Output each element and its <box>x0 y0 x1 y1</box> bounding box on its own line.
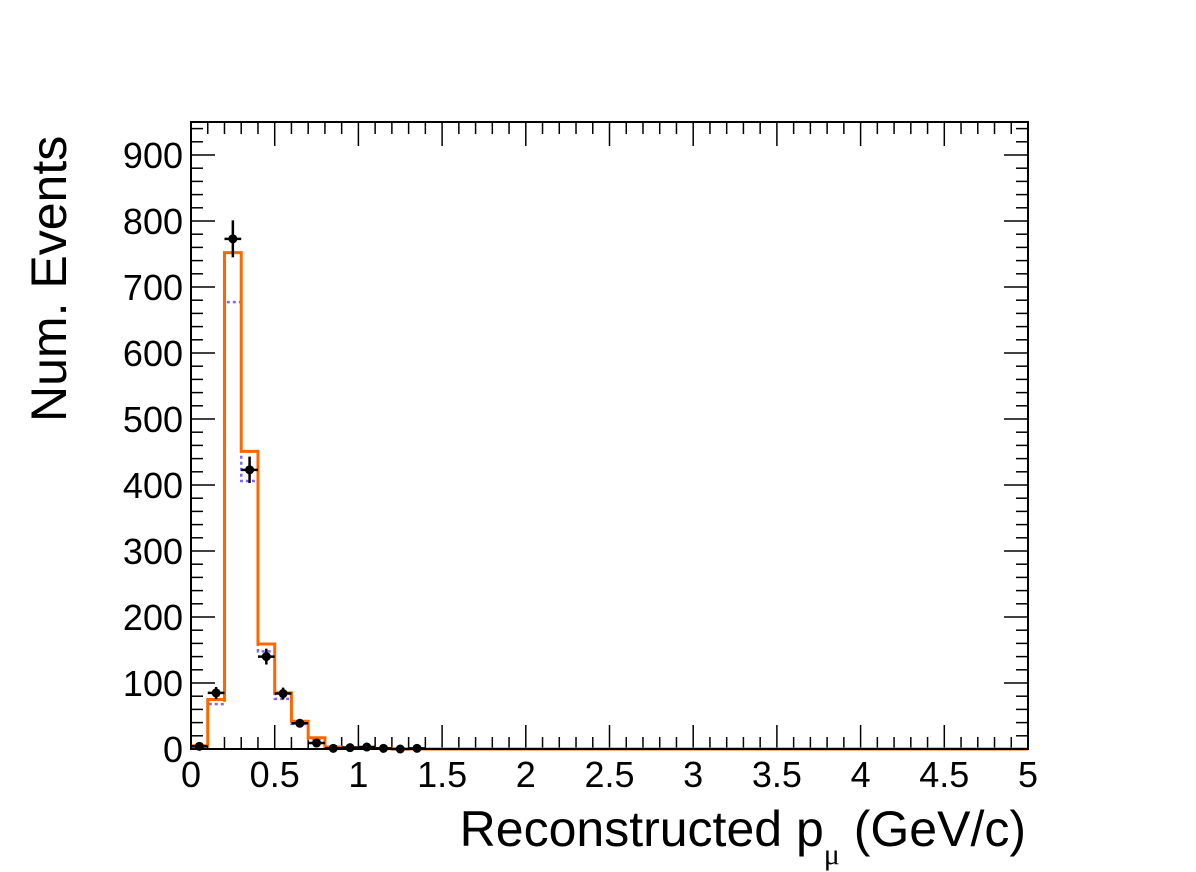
dotted-histogram <box>191 300 443 751</box>
x-tick-label: 3 <box>683 754 703 795</box>
x-tick-label: 2 <box>516 754 536 795</box>
data-point <box>295 718 305 728</box>
x-tick-label: 2.5 <box>584 754 634 795</box>
y-tick-label: 0 <box>163 729 183 770</box>
x-axis-title-main: Reconstructed p <box>460 801 824 857</box>
x-tick-label: 5 <box>1018 754 1038 795</box>
y-tick-label: 900 <box>123 135 183 176</box>
x-tick-label: 4.5 <box>919 754 969 795</box>
x-axis-title-subscript: μ <box>824 838 840 871</box>
x-tick-label: 1.5 <box>417 754 467 795</box>
tick-labels-layer: 0 0.5 1 1.5 2 2.5 3 3.5 4 4.5 5 0 100 200 300 400 500 600… <box>123 135 1038 795</box>
solid-histogram <box>191 251 1028 751</box>
data-point <box>278 689 288 699</box>
y-tick-label: 500 <box>123 399 183 440</box>
data-point <box>362 742 372 752</box>
data-point <box>345 743 355 753</box>
y-tick-label: 100 <box>123 663 183 704</box>
y-axis-title: Num. Events <box>21 136 77 422</box>
data-point <box>245 465 255 475</box>
x-tick-label: 1 <box>348 754 368 795</box>
data-point <box>228 234 238 244</box>
axis-ticks <box>190 122 1029 750</box>
y-tick-label: 700 <box>123 267 183 308</box>
y-tick-label: 300 <box>123 531 183 572</box>
data-point <box>261 652 271 662</box>
y-tick-label: 400 <box>123 465 183 506</box>
x-tick-label: 0.5 <box>250 754 300 795</box>
x-tick-label: 4 <box>851 754 871 795</box>
y-tick-label: 600 <box>123 333 183 374</box>
x-tick-label: 3.5 <box>752 754 802 795</box>
data-point <box>211 688 221 698</box>
x-axis-title-unit: (GeV/c) <box>840 801 1026 857</box>
histogram-layer <box>191 251 1028 751</box>
y-tick-label: 200 <box>123 597 183 638</box>
plot-frame <box>190 121 1029 750</box>
data-points-layer <box>191 220 426 754</box>
x-axis-title: Reconstructed pμ (GeV/c) <box>460 801 1026 871</box>
x-tick-label: 0 <box>181 754 201 795</box>
y-tick-label: 800 <box>123 201 183 242</box>
data-point <box>312 738 322 748</box>
